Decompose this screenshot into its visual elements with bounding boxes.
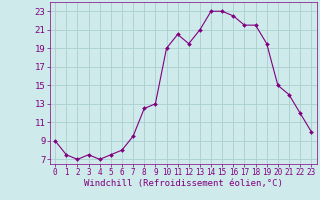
X-axis label: Windchill (Refroidissement éolien,°C): Windchill (Refroidissement éolien,°C): [84, 179, 283, 188]
